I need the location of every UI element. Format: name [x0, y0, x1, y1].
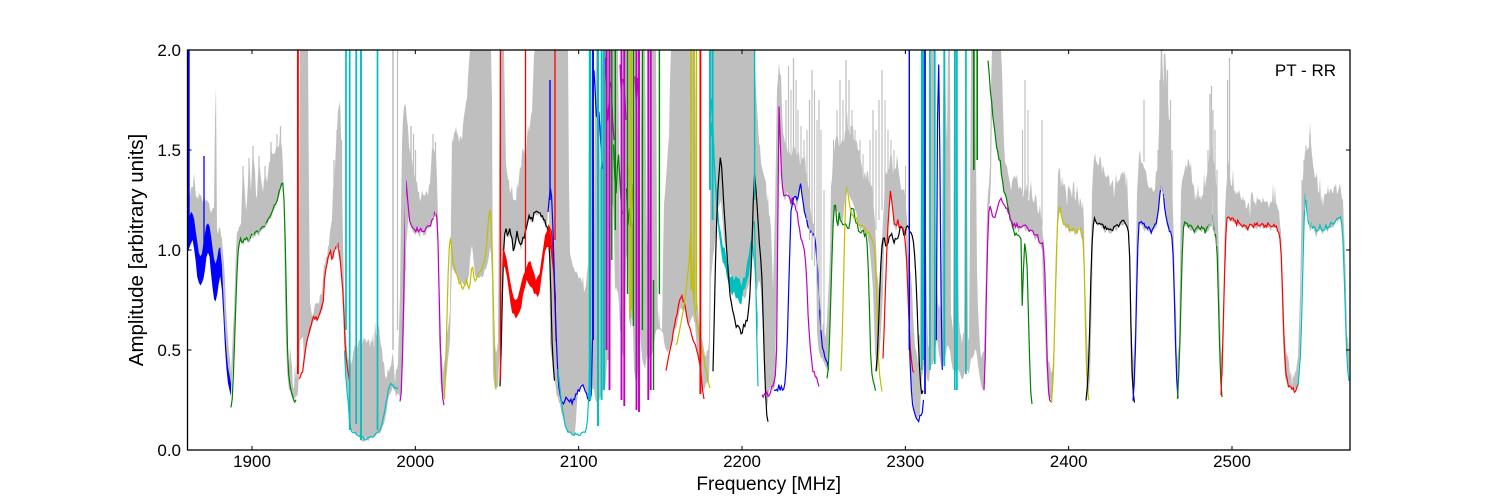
svg-text:2100: 2100: [560, 452, 598, 471]
svg-text:2300: 2300: [886, 452, 924, 471]
svg-text:2400: 2400: [1050, 452, 1088, 471]
svg-text:2500: 2500: [1213, 452, 1251, 471]
svg-text:2200: 2200: [723, 452, 761, 471]
svg-text:PT - RR: PT - RR: [1275, 61, 1336, 80]
svg-text:2.0: 2.0: [157, 41, 181, 60]
svg-text:0.0: 0.0: [157, 441, 181, 460]
svg-text:2000: 2000: [396, 452, 434, 471]
svg-text:Amplitude [arbitrary units]: Amplitude [arbitrary units]: [125, 134, 148, 366]
svg-text:1.0: 1.0: [157, 241, 181, 260]
svg-text:1900: 1900: [233, 452, 271, 471]
svg-text:0.5: 0.5: [157, 341, 181, 360]
svg-text:Frequency [MHz]: Frequency [MHz]: [696, 474, 841, 495]
svg-text:1.5: 1.5: [157, 141, 181, 160]
